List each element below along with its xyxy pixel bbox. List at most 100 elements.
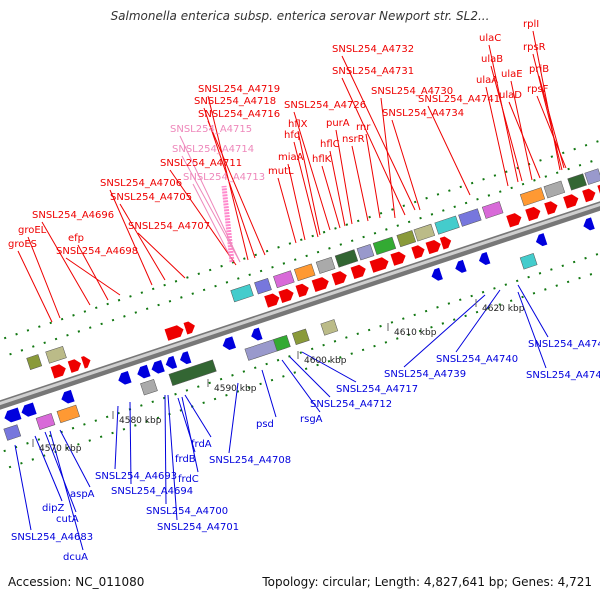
- tick-mark: [402, 204, 406, 208]
- tick-mark: [254, 253, 257, 257]
- tick-mark: [151, 400, 155, 404]
- tick-mark: [157, 303, 160, 307]
- label-leader: [129, 401, 132, 485]
- tick-mark: [242, 370, 246, 373]
- gene-label-reverse: dipZ: [42, 503, 64, 514]
- gene-block-forward: [273, 270, 295, 289]
- tick-mark: [311, 234, 314, 238]
- label-leader: [297, 130, 321, 236]
- gene-label-forward: purA: [326, 118, 350, 129]
- tick-mark: [453, 205, 456, 209]
- tick-mark: [145, 307, 149, 311]
- tick-mark: [470, 181, 474, 185]
- reverse-gene-arrow: [151, 360, 165, 374]
- tick-mark: [248, 273, 251, 277]
- tick-mark: [481, 290, 485, 294]
- label-leader: [351, 145, 369, 222]
- tick-mark: [493, 174, 497, 177]
- gene-label-reverse: SNSL254_A4694: [111, 486, 193, 497]
- tick-mark: [589, 273, 593, 276]
- tick-mark: [288, 242, 292, 245]
- label-leader: [427, 105, 471, 196]
- gene-block-forward: [567, 173, 587, 191]
- forward-gene-arrow: [525, 206, 541, 222]
- tick-mark: [487, 194, 491, 197]
- tick-mark: [573, 147, 576, 151]
- scale-label: 4610 kbp: [394, 328, 437, 338]
- tick-mark: [328, 247, 331, 250]
- tick-mark: [442, 209, 445, 212]
- gene-label-forward: SNSL254_A4715: [170, 124, 252, 135]
- reverse-gene-arrow: [137, 364, 151, 379]
- gene-label-forward: efp: [68, 233, 84, 244]
- tick-mark: [544, 288, 547, 291]
- gene-label-forward: ulaB: [481, 54, 503, 65]
- label-leader: [536, 95, 567, 169]
- reverse-gene-arrow: [61, 389, 75, 404]
- tick-mark: [225, 281, 229, 284]
- gene-block-forward: [372, 236, 397, 256]
- tick-mark: [424, 309, 428, 313]
- tick-mark: [111, 431, 114, 435]
- tick-mark: [37, 438, 41, 441]
- label-leader: [289, 356, 331, 398]
- gene-block-forward: [293, 263, 316, 282]
- tick-mark: [174, 392, 177, 396]
- tick-mark: [555, 171, 559, 175]
- tick-mark: [265, 249, 269, 253]
- tick-mark: [270, 378, 274, 382]
- tick-mark: [379, 212, 383, 215]
- label-leader: [184, 394, 212, 438]
- tick-mark: [185, 389, 189, 392]
- tick-mark: [361, 348, 365, 352]
- tick-mark: [504, 283, 508, 286]
- tick-mark: [590, 160, 593, 163]
- label-leader: [485, 86, 509, 187]
- reverse-gene-arrow: [455, 259, 467, 273]
- tick-mark: [140, 291, 144, 294]
- tick-mark: [202, 401, 205, 405]
- tick-mark: [367, 328, 371, 332]
- gene-block-reverse: [168, 359, 217, 386]
- label-leader: [109, 189, 153, 286]
- tick-mark: [282, 262, 286, 265]
- tick-mark: [459, 298, 462, 302]
- tick-mark: [509, 299, 513, 303]
- label-leader: [34, 435, 63, 502]
- tick-mark: [208, 268, 212, 272]
- tick-mark: [54, 337, 58, 341]
- tick-mark: [396, 224, 400, 227]
- label-leader: [192, 183, 234, 263]
- genome-stats-text: Topology: circular; Length: 4,827,641 bp…: [262, 575, 592, 589]
- tick-mark: [202, 288, 206, 292]
- gene-label-reverse: SNSL254_A4740: [436, 354, 518, 365]
- tick-mark: [123, 315, 126, 318]
- tick-mark: [459, 185, 463, 189]
- gene-label-forward: SNSL254_A4714: [172, 144, 254, 155]
- forward-gene-arrow: [506, 213, 522, 228]
- gene-block-reverse: [273, 334, 291, 352]
- gene-label-reverse: SNSL254_A4743: [528, 339, 600, 350]
- tick-mark: [379, 324, 382, 328]
- tick-mark: [77, 443, 80, 446]
- tick-mark: [134, 424, 137, 427]
- gene-label-reverse: aspA: [70, 489, 95, 500]
- gene-label-forward: SNSL254_A4696: [32, 210, 114, 221]
- tick-mark: [105, 415, 109, 419]
- gene-label-reverse: SNSL254_A4701: [157, 522, 239, 533]
- tick-mark: [26, 442, 29, 445]
- gene-label-forward: SNSL254_A4726: [284, 100, 366, 111]
- tick-mark: [163, 283, 166, 287]
- backbone: [0, 201, 600, 410]
- tick-mark: [259, 269, 263, 273]
- tick-marks: [3, 140, 599, 469]
- label-leader: [261, 369, 277, 418]
- forward-gene-arrow: [311, 277, 329, 292]
- tick-mark: [578, 276, 581, 280]
- label-leader: [329, 150, 346, 227]
- gene-label-reverse: SNSL254_A4742: [526, 370, 600, 381]
- tick-mark: [310, 347, 314, 351]
- tick-mark: [71, 426, 75, 430]
- gene-label-forward: SNSL254_A4707: [128, 221, 210, 232]
